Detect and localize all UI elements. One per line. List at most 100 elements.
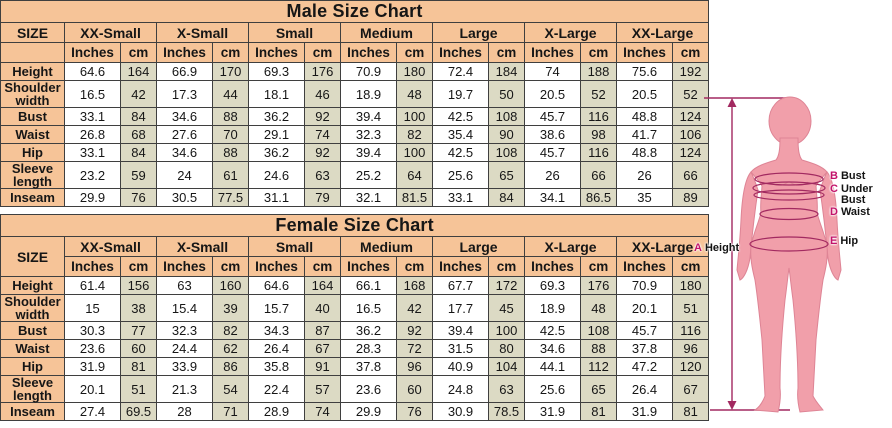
value-cm: 54 bbox=[212, 375, 249, 403]
value-inches: 32.1 bbox=[340, 188, 397, 207]
value-inches: 18.9 bbox=[340, 80, 397, 108]
row-label: Inseam bbox=[0, 402, 65, 421]
value-cm: 38 bbox=[120, 294, 157, 322]
male-chart-title: Male Size Chart bbox=[0, 0, 710, 23]
value-inches: 25.6 bbox=[432, 161, 489, 189]
value-cm: 42 bbox=[120, 80, 157, 108]
value-inches: 67.7 bbox=[432, 276, 489, 295]
value-cm: 86 bbox=[212, 357, 249, 376]
unit-header-cm: cm bbox=[488, 42, 525, 63]
value-cm: 45 bbox=[488, 294, 525, 322]
value-cm: 176 bbox=[580, 276, 617, 295]
unit-header-inches: Inches bbox=[64, 42, 121, 63]
value-inches: 27.6 bbox=[156, 125, 213, 144]
value-inches: 33.1 bbox=[432, 188, 489, 207]
value-cm: 89 bbox=[671, 188, 710, 207]
row-label: Inseam bbox=[0, 188, 65, 207]
measurement-row: Inseam 29.9 76 30.5 77.5 31.1 79 32.1 81.5 33.1 84… bbox=[0, 188, 710, 207]
value-cm: 77 bbox=[120, 321, 157, 340]
row-label: Bust bbox=[0, 321, 65, 340]
value-cm: 76 bbox=[396, 402, 433, 421]
unit-header-cm: cm bbox=[488, 256, 525, 277]
unit-header-inches: Inches bbox=[616, 256, 673, 277]
value-cm: 96 bbox=[671, 339, 710, 358]
value-cm: 170 bbox=[212, 62, 249, 81]
unit-header-inches: Inches bbox=[524, 42, 581, 63]
unit-header-cm: cm bbox=[212, 42, 249, 63]
value-inches: 35.4 bbox=[432, 125, 489, 144]
size-corner-label: SIZE bbox=[0, 236, 65, 277]
value-inches: 70.9 bbox=[616, 276, 673, 295]
measurement-row: Shoulder width 15 38 15.4 39 15.7 40 16.5 42 17.7… bbox=[0, 294, 710, 322]
value-inches: 26 bbox=[524, 161, 581, 189]
label-hip: E Hip bbox=[830, 236, 858, 247]
row-label: Hip bbox=[0, 357, 65, 376]
value-cm: 88 bbox=[212, 143, 249, 162]
size-corner-empty bbox=[0, 42, 65, 63]
value-inches: 25.2 bbox=[340, 161, 397, 189]
size-group-header: Large bbox=[432, 236, 525, 257]
unit-header-cm: cm bbox=[671, 42, 710, 63]
value-inches: 26.8 bbox=[64, 125, 121, 144]
bust-shading bbox=[769, 181, 809, 186]
value-cm: 112 bbox=[580, 357, 617, 376]
size-group-header: X-Small bbox=[156, 22, 249, 43]
value-cm: 172 bbox=[488, 276, 525, 295]
value-cm: 84 bbox=[120, 107, 157, 126]
unit-header-inches: Inches bbox=[432, 42, 489, 63]
value-inches: 36.2 bbox=[340, 321, 397, 340]
unit-header-cm: cm bbox=[304, 256, 341, 277]
value-inches: 31.5 bbox=[432, 339, 489, 358]
value-inches: 20.1 bbox=[64, 375, 121, 403]
value-cm: 168 bbox=[396, 276, 433, 295]
row-label: Sleeve length bbox=[0, 161, 65, 189]
value-cm: 59 bbox=[120, 161, 157, 189]
value-inches: 42.5 bbox=[432, 143, 489, 162]
male-size-chart-table: Male Size Chart SIZE XX-Small X-Small Small M… bbox=[0, 0, 710, 207]
value-inches: 34.6 bbox=[156, 107, 213, 126]
value-inches: 75.6 bbox=[616, 62, 673, 81]
value-inches: 66.9 bbox=[156, 62, 213, 81]
label-bust: B Bust bbox=[830, 171, 865, 182]
value-inches: 27.4 bbox=[64, 402, 121, 421]
label-hip-word: Hip bbox=[840, 235, 859, 247]
value-inches: 16.5 bbox=[64, 80, 121, 108]
value-cm: 164 bbox=[120, 62, 157, 81]
head bbox=[768, 96, 812, 146]
unit-header-cm: cm bbox=[396, 42, 433, 63]
torso-and-legs bbox=[750, 137, 828, 413]
value-cm: 164 bbox=[304, 276, 341, 295]
value-inches: 18.1 bbox=[248, 80, 305, 108]
value-inches: 29.9 bbox=[64, 188, 121, 207]
value-cm: 81.5 bbox=[396, 188, 433, 207]
value-inches: 17.3 bbox=[156, 80, 213, 108]
value-cm: 92 bbox=[304, 107, 341, 126]
value-cm: 100 bbox=[488, 321, 525, 340]
value-cm: 60 bbox=[396, 375, 433, 403]
under-bust-line-2 bbox=[753, 189, 825, 201]
value-cm: 90 bbox=[488, 125, 525, 144]
value-cm: 82 bbox=[212, 321, 249, 340]
measurement-row: Waist 26.8 68 27.6 70 29.1 74 32.3 82 35.4 90 38.6 9… bbox=[0, 125, 710, 144]
value-inches: 42.5 bbox=[432, 107, 489, 126]
value-cm: 78.5 bbox=[488, 402, 525, 421]
value-inches: 37.8 bbox=[616, 339, 673, 358]
unit-header-inches: Inches bbox=[524, 256, 581, 277]
unit-header-cm: cm bbox=[580, 256, 617, 277]
row-label: Height bbox=[0, 62, 65, 81]
size-group-header: XX-Small bbox=[64, 22, 157, 43]
value-cm: 104 bbox=[488, 357, 525, 376]
bust-line bbox=[754, 172, 824, 186]
value-inches: 34.3 bbox=[248, 321, 305, 340]
value-cm: 160 bbox=[212, 276, 249, 295]
label-hip-letter: E bbox=[830, 235, 838, 247]
value-inches: 61.4 bbox=[64, 276, 121, 295]
value-cm: 66 bbox=[671, 161, 710, 189]
value-cm: 108 bbox=[488, 107, 525, 126]
value-cm: 120 bbox=[671, 357, 710, 376]
unit-header-inches: Inches bbox=[156, 256, 213, 277]
unit-header-cm: cm bbox=[580, 42, 617, 63]
size-group-header: X-Large bbox=[524, 236, 617, 257]
value-cm: 63 bbox=[304, 161, 341, 189]
